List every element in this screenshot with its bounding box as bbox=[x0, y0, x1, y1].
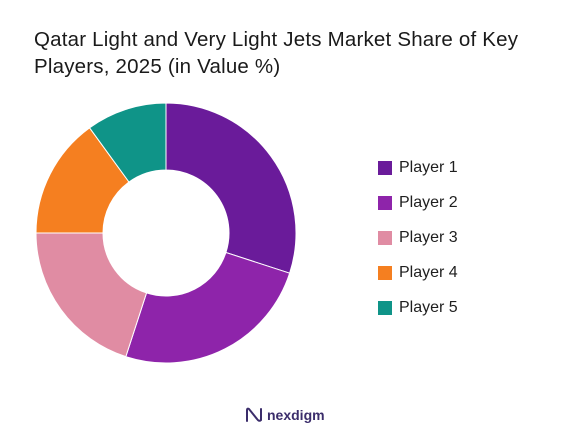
legend-swatch bbox=[378, 160, 392, 175]
chart-title: Qatar Light and Very Light Jets Market S… bbox=[34, 26, 554, 80]
legend-swatch bbox=[378, 265, 392, 280]
legend-swatch bbox=[378, 195, 392, 210]
legend-label: Player 2 bbox=[399, 193, 458, 211]
legend-swatch bbox=[378, 300, 392, 315]
legend-label: Player 3 bbox=[399, 228, 458, 246]
legend-label: Player 1 bbox=[399, 158, 458, 176]
chart-title-line-2: Players, 2025 (in Value %) bbox=[34, 55, 281, 78]
chart-legend: Player 1 Player 2 Player 3 Player 4 Play… bbox=[378, 150, 558, 325]
chart-title-line-1: Qatar Light and Very Light Jets Market S… bbox=[34, 28, 519, 51]
legend-swatch bbox=[378, 230, 392, 245]
brand-name: nexdigm bbox=[267, 407, 325, 423]
donut-slice-1 bbox=[165, 102, 297, 274]
nexdigm-logo-icon bbox=[246, 407, 262, 422]
legend-label: Player 5 bbox=[399, 298, 458, 316]
legend-item-player-5: Player 5 bbox=[378, 290, 558, 325]
legend-item-player-1: Player 1 bbox=[378, 150, 558, 185]
donut-slice-3 bbox=[35, 232, 148, 358]
legend-label: Player 4 bbox=[399, 263, 458, 281]
legend-item-player-4: Player 4 bbox=[378, 255, 558, 290]
donut-slice-2 bbox=[125, 251, 291, 364]
legend-item-player-3: Player 3 bbox=[378, 220, 558, 255]
legend-item-player-2: Player 2 bbox=[378, 185, 558, 220]
donut-slice-5 bbox=[88, 102, 167, 183]
brand-footer: nexdigm bbox=[245, 407, 325, 423]
